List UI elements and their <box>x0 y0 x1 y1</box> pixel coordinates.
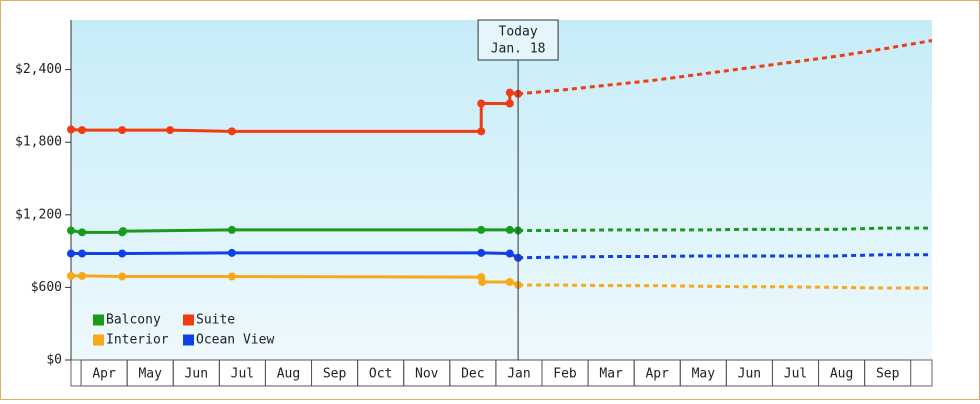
point <box>505 225 514 234</box>
x-tick-label: Apr <box>645 367 669 382</box>
y-tick-label: $600 <box>31 280 62 295</box>
x-tick-label: Apr <box>92 367 116 382</box>
point <box>118 249 127 258</box>
x-tick-label: Aug <box>830 367 853 382</box>
series-line <box>71 274 519 287</box>
point <box>227 127 236 136</box>
point <box>78 126 87 135</box>
series-line <box>70 228 519 234</box>
today-label: Today <box>499 25 538 40</box>
x-tick-label: Mar <box>599 367 623 382</box>
forecast-line <box>517 39 933 96</box>
point <box>118 126 127 135</box>
point <box>477 248 486 257</box>
today-label: Jan. 18 <box>491 42 546 57</box>
x-tick-cell <box>864 359 912 387</box>
point <box>78 271 87 280</box>
x-tick-label: Jul <box>784 367 807 382</box>
point <box>227 225 236 234</box>
forecast-line <box>518 226 932 233</box>
legend-label: Ocean View <box>196 333 274 348</box>
x-tick-label: Aug <box>277 367 300 382</box>
legend-swatch <box>93 334 104 346</box>
point <box>477 127 486 136</box>
point <box>505 88 514 97</box>
forecast-line <box>518 283 932 290</box>
x-tick-label: Feb <box>553 367 577 382</box>
point <box>478 277 487 286</box>
legend-swatch <box>183 314 194 326</box>
y-tick-label: $0 <box>46 353 62 368</box>
point <box>67 271 75 280</box>
y-tick-label: $1,800 <box>15 135 62 150</box>
plot-area <box>71 20 932 360</box>
x-tick-label: Dec <box>461 367 484 382</box>
point <box>118 272 127 281</box>
x-tick-label: Jul <box>231 367 254 382</box>
point <box>505 249 514 258</box>
point <box>78 249 87 258</box>
forecast-line <box>518 253 932 260</box>
legend-label: Suite <box>196 313 235 328</box>
legend-swatch <box>93 314 104 326</box>
x-tick-label: Jun <box>738 367 761 382</box>
x-axis-band <box>70 359 933 387</box>
point <box>505 277 514 286</box>
point <box>67 226 75 235</box>
point <box>119 227 128 236</box>
legend-swatch <box>183 334 194 346</box>
x-tick-label: May <box>692 367 716 382</box>
today-box <box>477 19 559 61</box>
legend-label: Interior <box>106 333 169 348</box>
y-tick-label: $2,400 <box>15 62 62 77</box>
x-tick-label: Nov <box>415 367 439 382</box>
x-tick-label: Sep <box>323 367 347 382</box>
point <box>477 99 486 108</box>
point <box>477 225 486 234</box>
series-line <box>70 90 519 133</box>
x-tick-label: May <box>138 367 162 382</box>
point <box>67 249 75 258</box>
point <box>227 248 236 257</box>
x-tick-label: Oct <box>369 367 392 382</box>
point <box>227 272 236 281</box>
y-tick-label: $1,200 <box>15 207 62 222</box>
point <box>505 99 514 108</box>
x-tick-label: Jun <box>185 367 208 382</box>
point <box>166 126 175 135</box>
x-tick-label: Sep <box>876 367 900 382</box>
point <box>67 125 75 134</box>
point <box>78 228 87 237</box>
legend-label: Balcony <box>106 313 161 328</box>
x-tick-label: Jan <box>507 367 530 382</box>
